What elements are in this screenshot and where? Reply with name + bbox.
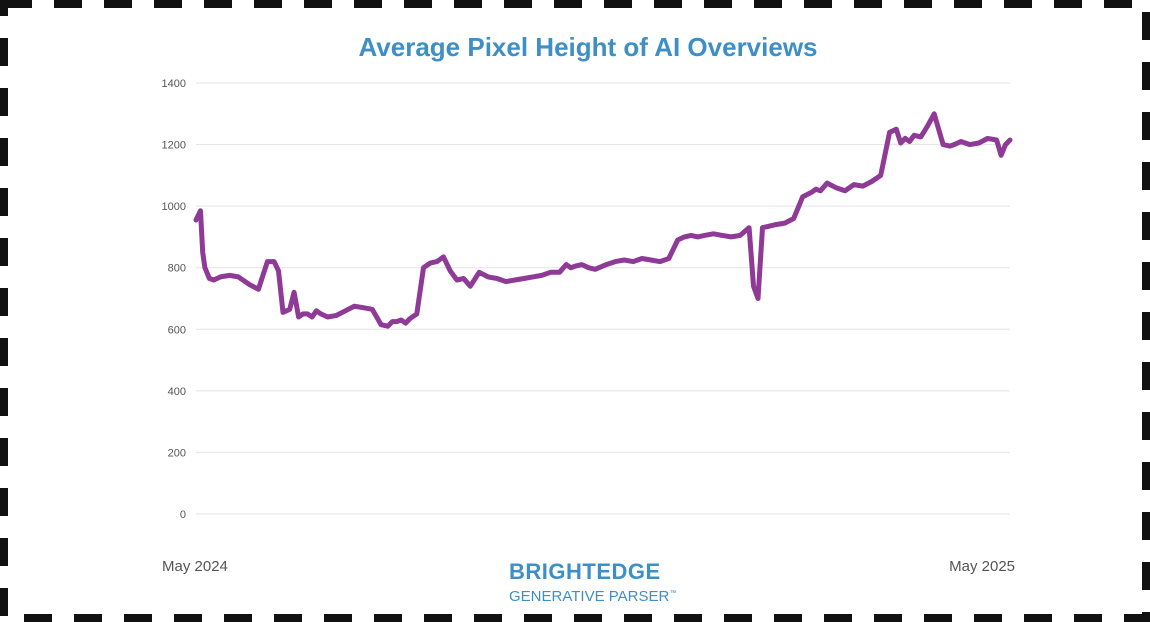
brand-subtitle: GENERATIVE PARSER™ [509,584,679,607]
brand-name: BRIGHTEDGE [509,559,661,584]
brand-subtitle-text: GENERATIVE PARSER [509,588,670,605]
y-tick-label: 0 [180,509,186,521]
x-axis-end-label: May 2025 [949,558,1015,575]
y-tick-label: 200 [168,447,186,459]
y-axis-ticks: 0 200 400 600 800 1000 1200 1400 [162,78,186,521]
y-tick-label: 1400 [162,78,186,90]
y-tick-label: 600 [168,324,186,336]
trademark-symbol: ™ [669,590,677,597]
series-layer [193,111,1013,329]
chart-title: Average Pixel Height of AI Overviews [358,32,818,62]
series-line-0 [193,111,1013,329]
y-tick-label: 1000 [162,201,186,213]
x-axis-start-label: May 2024 [162,558,228,575]
brightedge-logo: BRIGHTEDGE GENERATIVE PARSER™ [509,560,679,607]
y-tick-label: 1200 [162,140,186,152]
y-tick-label: 400 [168,386,186,398]
y-tick-label: 800 [168,263,186,275]
